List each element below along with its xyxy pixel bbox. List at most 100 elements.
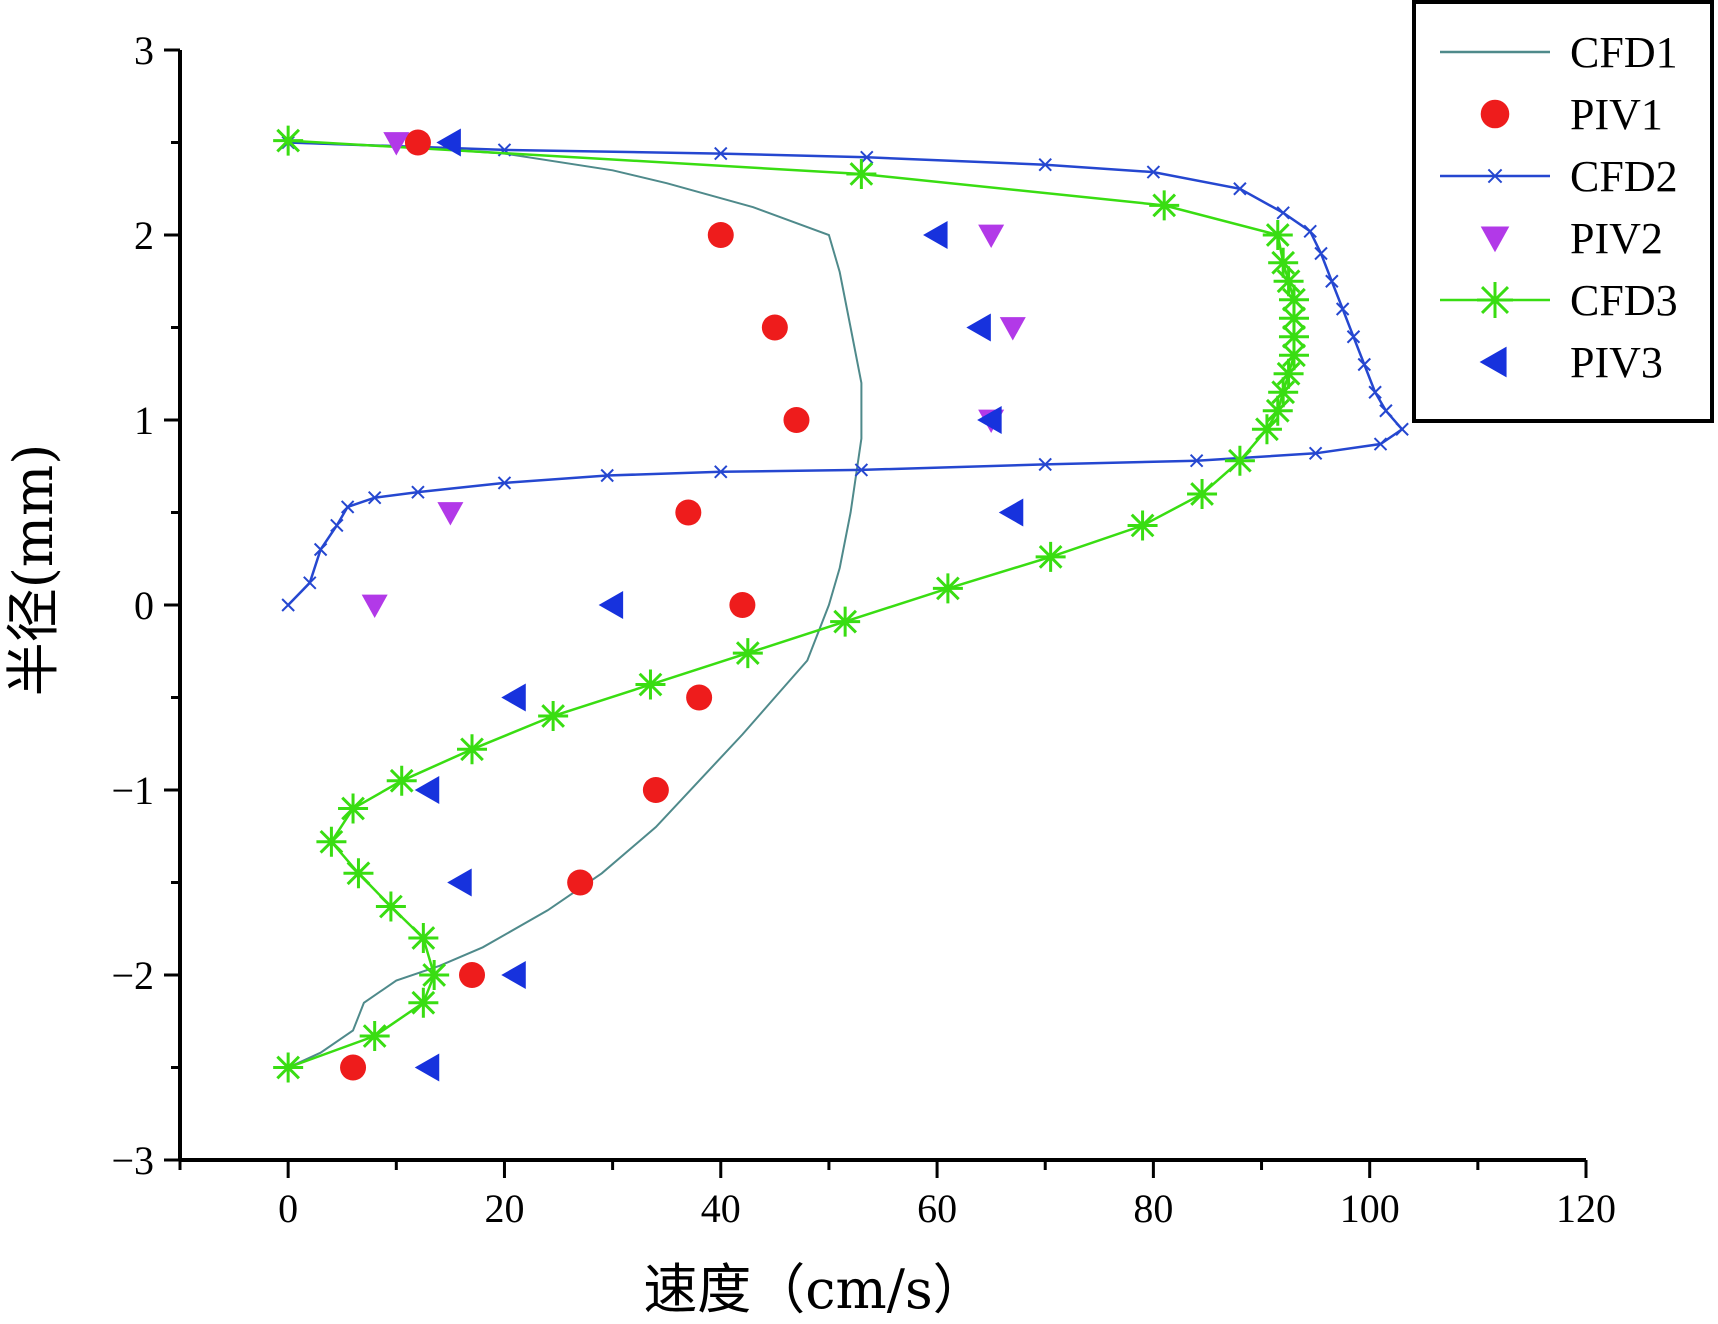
legend-label: CFD2 bbox=[1570, 152, 1678, 201]
cfd3-point bbox=[1224, 445, 1255, 476]
legend-label: CFD3 bbox=[1570, 276, 1678, 325]
legend-label: PIV2 bbox=[1570, 214, 1663, 263]
piv3-point bbox=[414, 1053, 440, 1082]
cfd3-point bbox=[1127, 510, 1158, 541]
cfd3-point bbox=[1262, 395, 1293, 426]
cfd2-point bbox=[1379, 404, 1393, 418]
cfd3-point bbox=[1273, 358, 1304, 389]
cfd3-point bbox=[1149, 190, 1180, 221]
cfd2-line bbox=[287, 141, 1404, 606]
legend-box bbox=[1412, 0, 1714, 423]
piv1-point bbox=[729, 592, 756, 618]
cfd2-point bbox=[1395, 422, 1409, 436]
cfd2-point bbox=[281, 598, 295, 612]
legend-label: PIV1 bbox=[1570, 90, 1663, 139]
legend-item-cfd3: CFD3 bbox=[1440, 276, 1678, 325]
legend-swatch-marker bbox=[1480, 99, 1510, 129]
series-cfd3 bbox=[273, 125, 1309, 1083]
cfd2-point bbox=[497, 476, 512, 490]
cfd2-point bbox=[1146, 165, 1161, 179]
cfd3-point bbox=[1278, 340, 1309, 371]
y-axis-title: 半径(mm) bbox=[2, 444, 65, 697]
y-ticks: −3 −2 −1 0 1 2 3 bbox=[111, 28, 180, 1183]
cfd3-point bbox=[1278, 303, 1309, 334]
cfd3-point bbox=[273, 1052, 304, 1083]
legend-item-cfd2: CFD2 bbox=[1440, 152, 1678, 201]
legend-item-piv3: PIV3 bbox=[1479, 338, 1663, 387]
cfd3-point bbox=[338, 793, 369, 824]
cfd3-point bbox=[1187, 479, 1218, 509]
cfd3-point bbox=[1278, 321, 1309, 352]
cfd2-point bbox=[854, 463, 869, 477]
piv2-point bbox=[383, 132, 410, 156]
piv2-point bbox=[999, 317, 1026, 341]
piv2-point bbox=[361, 594, 388, 618]
legend-swatch-marker bbox=[1480, 226, 1510, 253]
legend-item-cfd1: CFD1 bbox=[1440, 28, 1678, 77]
piv1-point bbox=[707, 222, 734, 248]
legend-item-piv2: PIV2 bbox=[1480, 214, 1663, 263]
cfd2-point bbox=[1325, 274, 1339, 288]
cfd3-point bbox=[408, 987, 439, 1018]
legend-swatch-marker bbox=[1479, 346, 1507, 378]
piv3-point bbox=[414, 776, 440, 804]
y-tick-label: 1 bbox=[134, 398, 154, 443]
cfd3-point bbox=[1268, 377, 1299, 408]
piv1-point bbox=[404, 129, 431, 156]
legend-label: CFD1 bbox=[1570, 28, 1678, 77]
piv1-point bbox=[459, 962, 486, 988]
cfd3-point bbox=[1035, 541, 1066, 572]
cfd2-point bbox=[600, 468, 614, 483]
x-tick-label: 0 bbox=[278, 1186, 298, 1231]
y-tick-label: −2 bbox=[111, 953, 154, 998]
piv1-point bbox=[340, 1054, 367, 1081]
cfd3-point bbox=[1268, 247, 1299, 278]
cfd3-point bbox=[375, 891, 406, 922]
x-tick-label: 120 bbox=[1556, 1186, 1616, 1231]
x-tick-label: 80 bbox=[1133, 1186, 1173, 1231]
y-tick-label: −3 bbox=[111, 1138, 154, 1183]
piv3-point bbox=[598, 591, 624, 619]
legend-items: CFD1 PIV1 CFD2 PIV2 CFD3 PIV3 bbox=[1440, 28, 1678, 387]
cfd2-point bbox=[330, 518, 344, 533]
cfd3-line bbox=[287, 139, 1296, 1069]
cfd2-point bbox=[411, 485, 425, 499]
piv2-point bbox=[437, 502, 464, 526]
y-tick-label: −1 bbox=[111, 768, 154, 813]
cfd2-point bbox=[1303, 224, 1317, 239]
cfd3-point bbox=[273, 125, 304, 156]
cfd3-point bbox=[386, 765, 417, 796]
legend-item-piv1: PIV1 bbox=[1480, 90, 1663, 139]
cfd2-point bbox=[1373, 437, 1388, 451]
piv3-point bbox=[966, 313, 991, 342]
piv1-point bbox=[761, 314, 788, 341]
cfd2-point bbox=[1038, 457, 1052, 472]
cfd2-point bbox=[1357, 357, 1371, 372]
cfd2-point bbox=[714, 465, 728, 479]
cfd3-point bbox=[343, 858, 374, 889]
cfd2-point bbox=[1038, 157, 1052, 172]
legend-swatch-marker bbox=[1487, 168, 1503, 184]
cfd3-point bbox=[1251, 414, 1282, 445]
y-tick-label: 0 bbox=[134, 583, 154, 628]
y-tick-label: 2 bbox=[134, 213, 154, 258]
cfd2-point bbox=[1233, 182, 1247, 196]
series-cfd1 bbox=[287, 141, 863, 1069]
cfd2-point bbox=[340, 500, 355, 514]
piv1-point bbox=[642, 777, 669, 803]
cfd2-point bbox=[367, 490, 382, 505]
cfd3-point bbox=[359, 1021, 390, 1052]
series-piv1 bbox=[340, 129, 810, 1081]
piv3-point bbox=[998, 498, 1024, 527]
cfd3-point bbox=[732, 638, 763, 669]
plot-area bbox=[273, 125, 1409, 1083]
x-axis-title: 速度（cm/s） bbox=[643, 1258, 986, 1321]
cfd2-point bbox=[313, 542, 328, 557]
cfd2-point bbox=[303, 576, 317, 590]
axes bbox=[178, 50, 1586, 1162]
piv1-point bbox=[567, 869, 594, 896]
x-tick-label: 100 bbox=[1340, 1186, 1400, 1231]
legend-label: PIV3 bbox=[1570, 338, 1663, 387]
cfd3-point bbox=[538, 701, 569, 731]
cfd3-point bbox=[932, 573, 963, 604]
